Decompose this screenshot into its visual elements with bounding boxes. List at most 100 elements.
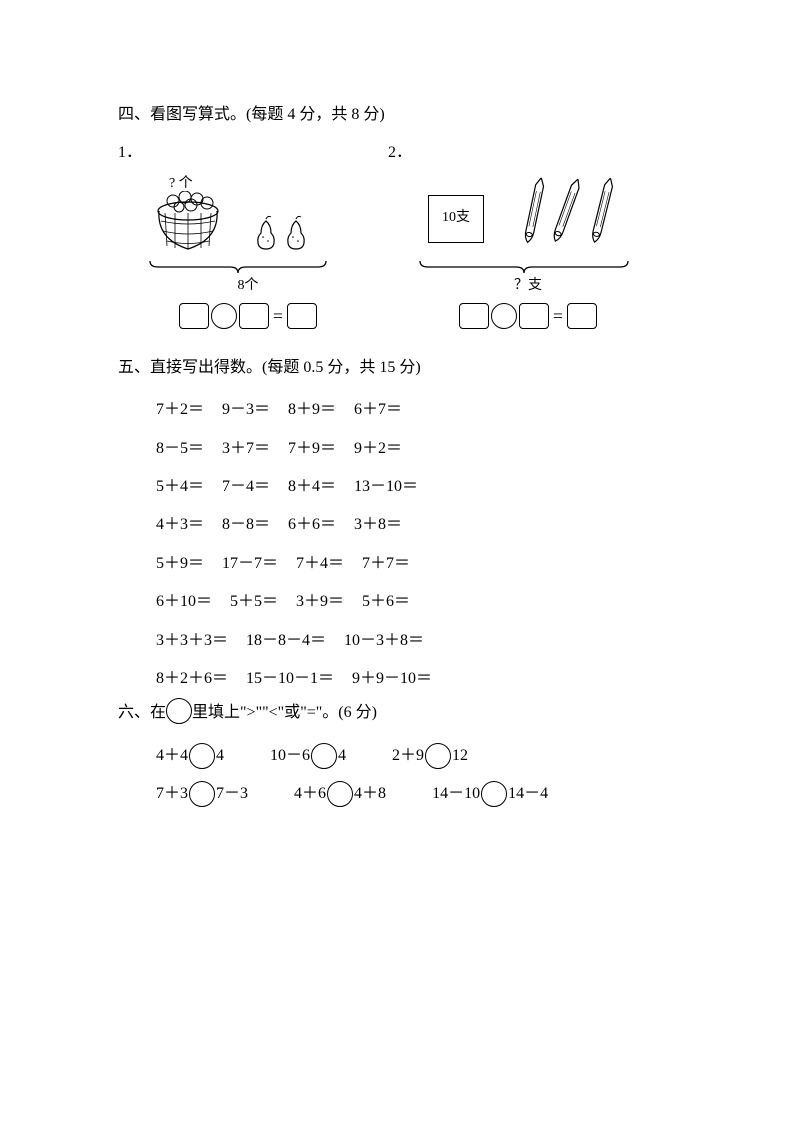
compare-circle[interactable] <box>327 781 353 807</box>
compare-row: 7＋3 7－3 4＋6 4＋8 14－10 14－4 <box>118 775 683 813</box>
arith-expr: 6＋10＝ <box>156 583 212 621</box>
answer-box[interactable] <box>519 303 549 329</box>
basket-icon <box>153 191 223 251</box>
equation-boxes-2: = <box>459 299 597 333</box>
compare-item: 4＋4 4 <box>156 737 224 775</box>
compare-row: 4＋4 4 10－6 4 2＋9 12 <box>118 737 683 775</box>
compare-item: 2＋9 12 <box>392 737 468 775</box>
equals-sign: = <box>271 299 285 333</box>
compare-circle[interactable] <box>311 743 337 769</box>
arith-expr: 7－4＝ <box>222 468 270 506</box>
section4-problems: 1． ? 个 <box>118 138 683 332</box>
compare-left: 7＋3 <box>156 775 188 813</box>
problem-1-number: 1． <box>118 138 142 168</box>
section4-title: 四、看图写算式。(每题 4 分，共 8 分) <box>118 100 683 130</box>
compare-item: 4＋6 4＋8 <box>294 775 386 813</box>
compare-circle[interactable] <box>189 781 215 807</box>
section6-block: 4＋4 4 10－6 4 2＋9 12 7＋3 7－3 4＋6 4＋8 14－10 14－4 <box>118 737 683 814</box>
arith-expr: 8－8＝ <box>222 506 270 544</box>
arith-expr: 8－5＝ <box>156 430 204 468</box>
problem-2-bracelabel: ？支 <box>408 273 648 300</box>
operator-circle[interactable] <box>491 303 517 329</box>
arith-expr: 6＋7＝ <box>354 391 402 429</box>
compare-right: 14－4 <box>508 775 548 813</box>
arith-expr: 8＋2＋6＝ <box>156 660 228 698</box>
pen-icon <box>588 176 617 247</box>
pen-icon <box>521 176 547 247</box>
problem-1-bracelabel: 8个 <box>133 273 363 300</box>
arith-expr: 3＋9＝ <box>296 583 344 621</box>
pen-icon <box>548 177 583 247</box>
compare-right: 4 <box>216 737 224 775</box>
arith-row: 3＋3＋3＝ 18－8－4＝ 10－3＋8＝ <box>156 622 683 660</box>
answer-box[interactable] <box>287 303 317 329</box>
compare-item: 14－10 14－4 <box>432 775 548 813</box>
arith-row: 8－5＝ 3＋7＝ 7＋9＝ 9＋2＝ <box>156 430 683 468</box>
pear-icon <box>283 215 309 251</box>
section6-title: 六、在 里填上">""<"或"="。(6 分) <box>118 698 683 728</box>
problem-2: 2． 10支 <box>388 138 668 332</box>
arith-expr: 5＋4＝ <box>156 468 204 506</box>
arith-row: 4＋3＝ 8－8＝ 6＋6＝ 3＋8＝ <box>156 506 683 544</box>
compare-right: 12 <box>452 737 468 775</box>
compare-left: 4＋4 <box>156 737 188 775</box>
compare-left: 14－10 <box>432 775 480 813</box>
arith-expr: 7＋9＝ <box>288 430 336 468</box>
operator-circle[interactable] <box>211 303 237 329</box>
equals-sign: = <box>551 299 565 333</box>
problem-2-number: 2． <box>388 138 412 168</box>
arith-expr: 8＋4＝ <box>288 468 336 506</box>
arith-expr: 5＋5＝ <box>230 583 278 621</box>
arith-expr: 3＋7＝ <box>222 430 270 468</box>
section5-title: 五、直接写出得数。(每题 0.5 分，共 15 分) <box>118 353 683 383</box>
pear-icon <box>253 215 279 251</box>
arith-expr: 3＋8＝ <box>354 506 402 544</box>
fill-circle-icon <box>166 698 192 724</box>
arith-expr: 18－8－4＝ <box>246 622 326 660</box>
arithmetic-block: 7＋2＝ 9－3＝ 8＋9＝ 6＋7＝ 8－5＝ 3＋7＝ 7＋9＝ 9＋2＝ 5＋4＝ 7－4＝… <box>118 391 683 698</box>
compare-circle[interactable] <box>425 743 451 769</box>
arith-expr: 9＋2＝ <box>354 430 402 468</box>
answer-box[interactable] <box>239 303 269 329</box>
arith-expr: 6＋6＝ <box>288 506 336 544</box>
arith-expr: 10－3＋8＝ <box>344 622 424 660</box>
answer-box[interactable] <box>567 303 597 329</box>
compare-right: 4＋8 <box>354 775 386 813</box>
compare-circle[interactable] <box>189 743 215 769</box>
section6-title-pre: 六、在 <box>118 698 166 728</box>
compare-right: 7－3 <box>216 775 248 813</box>
arith-expr: 9－3＝ <box>222 391 270 429</box>
arith-row: 6＋10＝ 5＋5＝ 3＋9＝ 5＋6＝ <box>156 583 683 621</box>
answer-box[interactable] <box>459 303 489 329</box>
answer-box[interactable] <box>179 303 209 329</box>
arith-expr: 13－10＝ <box>354 468 418 506</box>
arith-expr: 17－7＝ <box>222 545 278 583</box>
problem-1: 1． ? 个 <box>118 138 378 332</box>
arith-row: 8＋2＋6＝ 15－10－1＝ 9＋9－10＝ <box>156 660 683 698</box>
compare-circle[interactable] <box>481 781 507 807</box>
arith-expr: 7＋2＝ <box>156 391 204 429</box>
compare-item: 7＋3 7－3 <box>156 775 248 813</box>
problem-2-figure: 10支 <box>408 173 648 293</box>
arith-expr: 9＋9－10＝ <box>352 660 432 698</box>
arith-expr: 4＋3＝ <box>156 506 204 544</box>
pen-count-box: 10支 <box>428 195 484 243</box>
arith-row: 7＋2＝ 9－3＝ 8＋9＝ 6＋7＝ <box>156 391 683 429</box>
arith-expr: 8＋9＝ <box>288 391 336 429</box>
arith-expr: 5＋6＝ <box>362 583 410 621</box>
arith-expr: 15－10－1＝ <box>246 660 334 698</box>
arith-expr: 5＋9＝ <box>156 545 204 583</box>
equation-boxes-1: = <box>179 299 317 333</box>
arith-expr: 3＋3＋3＝ <box>156 622 228 660</box>
arith-expr: 7＋4＝ <box>296 545 344 583</box>
compare-left: 10－6 <box>270 737 310 775</box>
compare-right: 4 <box>338 737 346 775</box>
compare-left: 4＋6 <box>294 775 326 813</box>
arith-row: 5＋4＝ 7－4＝ 8＋4＝ 13－10＝ <box>156 468 683 506</box>
compare-item: 10－6 4 <box>270 737 346 775</box>
compare-left: 2＋9 <box>392 737 424 775</box>
section6-title-post: 里填上">""<"或"="。(6 分) <box>192 698 377 728</box>
problem-1-figure: ? 个 <box>133 173 363 293</box>
arith-expr: 7＋7＝ <box>362 545 410 583</box>
arith-row: 5＋9＝ 17－7＝ 7＋4＝ 7＋7＝ <box>156 545 683 583</box>
